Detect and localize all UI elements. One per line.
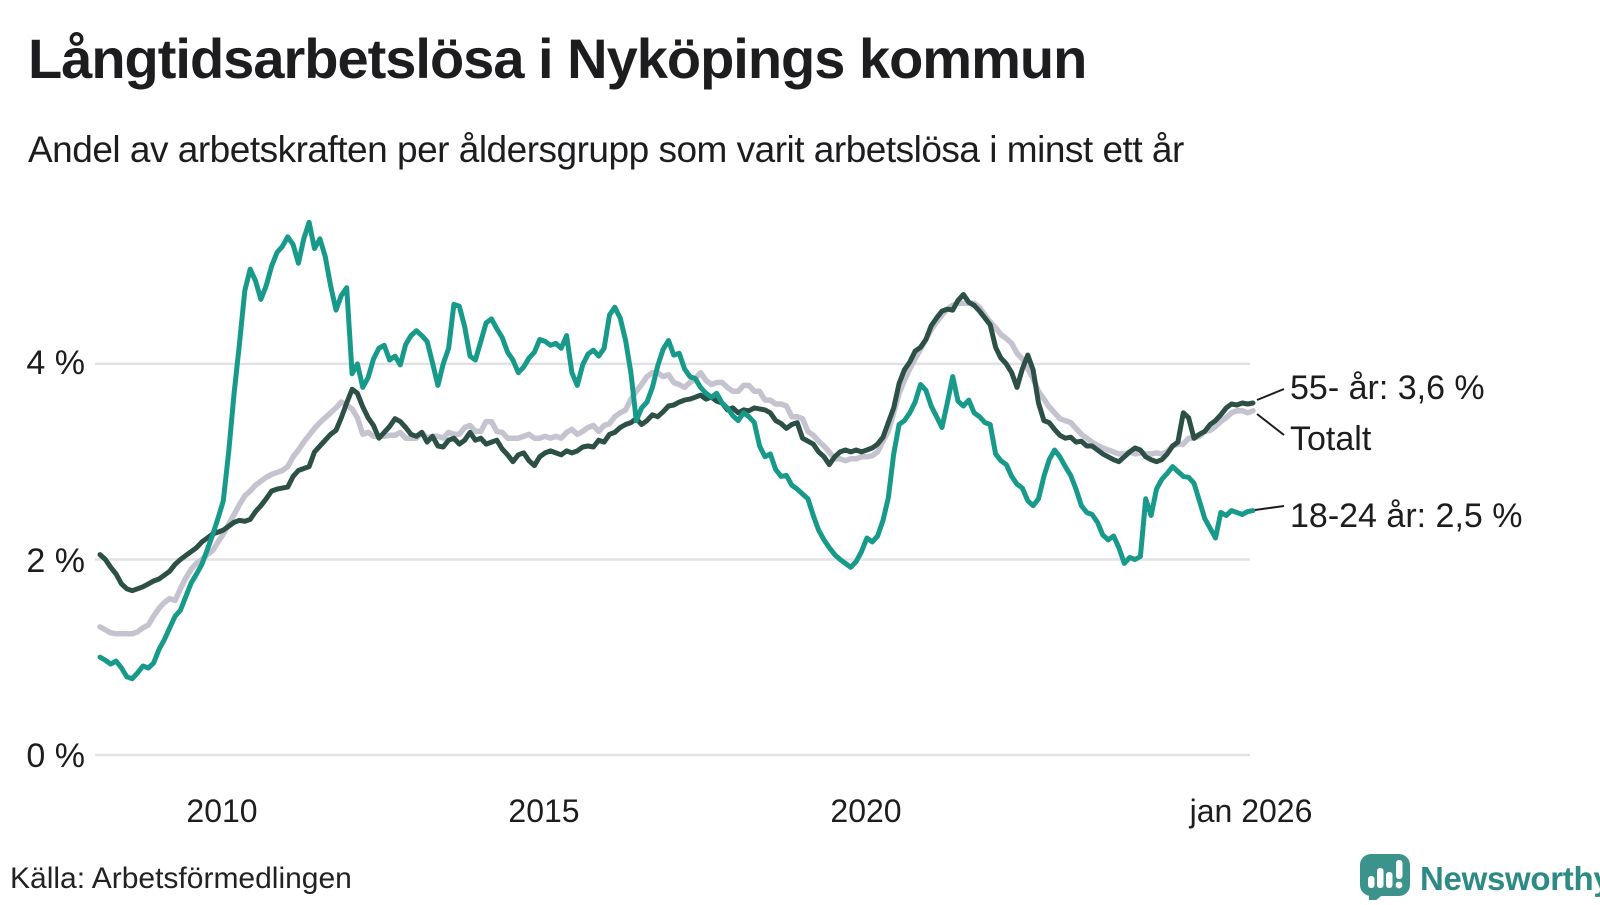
leader-line-totalt	[1256, 413, 1285, 436]
leader-line-18-24	[1254, 505, 1285, 511]
gridlines	[95, 362, 1250, 757]
x-axis-label-2020: 2020	[830, 793, 901, 829]
series-label-18-24: 18-24 år: 2,5 %	[1290, 497, 1522, 535]
x-axis-label-2010: 2010	[186, 793, 257, 829]
series-lines	[97, 219, 1256, 682]
x-axis-label-2015: 2015	[508, 793, 579, 829]
speech-bubble-bar-chart-icon	[1360, 854, 1410, 905]
page-subtitle: Andel av arbetskraften per åldersgrupp s…	[28, 129, 1184, 170]
y-axis-label-2: 2 %	[26, 542, 85, 580]
series-line-18-24-r	[97, 219, 1256, 682]
y-axis-label-4: 4 %	[26, 344, 85, 382]
series-label-55: 55- år: 3,6 %	[1290, 369, 1485, 407]
newsworthy-logo: Newsworthy	[1360, 854, 1600, 905]
series-label-totalt: Totalt	[1290, 420, 1372, 458]
y-axis-label-0: 0 %	[26, 737, 85, 775]
page-title: Långtidsarbetslösa i Nyköpings kommun	[28, 27, 1086, 90]
x-axis-label-jan-2026: jan 2026	[1189, 793, 1313, 829]
newsworthy-wordmark: Newsworthy	[1420, 860, 1600, 897]
series-line-totalt	[97, 300, 1256, 637]
series-line-55-r	[97, 292, 1256, 594]
source-note: Källa: Arbetsförmedlingen	[10, 862, 352, 895]
leader-line-55	[1256, 388, 1285, 401]
